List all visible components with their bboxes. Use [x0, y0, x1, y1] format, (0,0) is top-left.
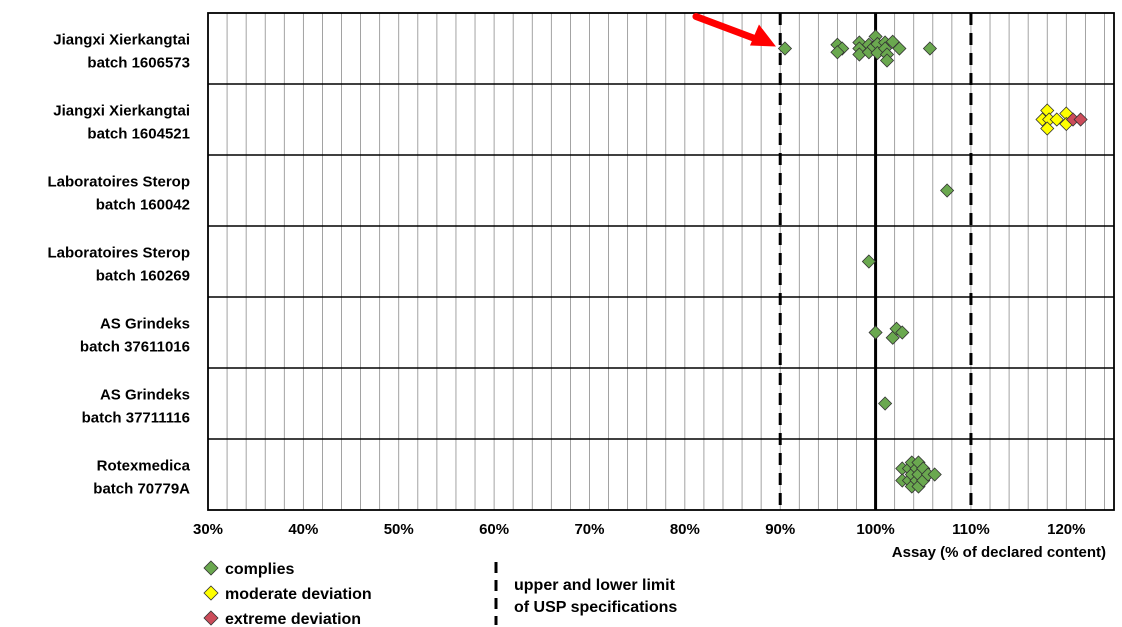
legend-marker: [203, 585, 219, 601]
x-tick-label: 40%: [288, 521, 318, 538]
batch-label-line1: Rotexmedica: [97, 458, 191, 475]
batch-label-line1: AS Grindeks: [100, 316, 190, 333]
legend: complies moderate deviation extreme deviat…: [203, 560, 677, 627]
batch-label-line1: AS Grindeks: [100, 387, 190, 404]
x-tick-label: 100%: [856, 521, 894, 538]
data-point: [1073, 112, 1088, 127]
legend-label: complies: [225, 561, 294, 578]
batch-label-line2: batch 160269: [96, 268, 190, 285]
red-arrow-annotation: [692, 13, 776, 47]
minor-gridlines: [226, 13, 1105, 510]
x-tick-labels: 30% 40% 50% 60% 70% 80% 90% 100% 110% 120%: [193, 521, 1086, 538]
x-tick-label: 110%: [952, 521, 990, 538]
data-point: [861, 254, 876, 269]
data-point: [830, 45, 845, 60]
x-axis-title: Assay (% of declared content): [892, 544, 1106, 561]
data-point: [879, 53, 895, 68]
batch-label-line1: Jiangxi Xierkangtai: [53, 103, 190, 120]
batch-labels: Jiangxi Xierkangtai batch 1606573 Jiangxi …: [47, 32, 190, 498]
x-tick-label: 50%: [384, 521, 414, 538]
x-tick-label: 30%: [193, 521, 223, 538]
data-point: [868, 325, 883, 340]
data-point: [940, 183, 955, 198]
batch-label-line2: batch 1604521: [87, 126, 190, 143]
x-tick-label: 70%: [574, 521, 604, 538]
plot-frame: [207, 12, 1115, 511]
batch-label-line1: Jiangxi Xierkangtai: [53, 32, 190, 49]
data-point: [892, 41, 907, 56]
batch-label-line1: Laboratoires Sterop: [47, 174, 190, 191]
x-tick-label: 120%: [1047, 521, 1085, 538]
x-tick-label: 60%: [479, 521, 509, 538]
data-point: [878, 396, 893, 411]
legend-label: moderate deviation: [225, 586, 372, 603]
legend-marker: [203, 560, 219, 576]
legend-marker: [203, 610, 219, 626]
arrow-shaft: [692, 13, 764, 44]
data-point: [777, 41, 793, 56]
data-point: [1040, 121, 1055, 136]
data-point: [927, 467, 942, 482]
batch-label-line2: batch 37611016: [80, 339, 190, 356]
batch-label-line2: batch 160042: [96, 197, 190, 214]
batch-label-line2: batch 37711116: [82, 410, 190, 427]
batch-label-line2: batch 1606573: [87, 55, 190, 72]
data-point: [1049, 112, 1064, 127]
batch-label-line1: Laboratoires Sterop: [47, 245, 190, 262]
legend-limit-text-line2: of USP specifications: [514, 599, 677, 616]
data-point: [922, 41, 938, 56]
arrow-head: [749, 24, 776, 47]
legend-label: extreme deviation: [225, 611, 361, 627]
x-tick-label: 80%: [670, 521, 700, 538]
legend-limit-text-line1: upper and lower limit: [514, 577, 676, 594]
x-tick-label: 90%: [765, 521, 795, 538]
row-separators: [207, 12, 1115, 511]
data-point: [895, 325, 910, 340]
batch-label-line2: batch 70779A: [93, 481, 190, 498]
data-points: [777, 29, 1088, 494]
